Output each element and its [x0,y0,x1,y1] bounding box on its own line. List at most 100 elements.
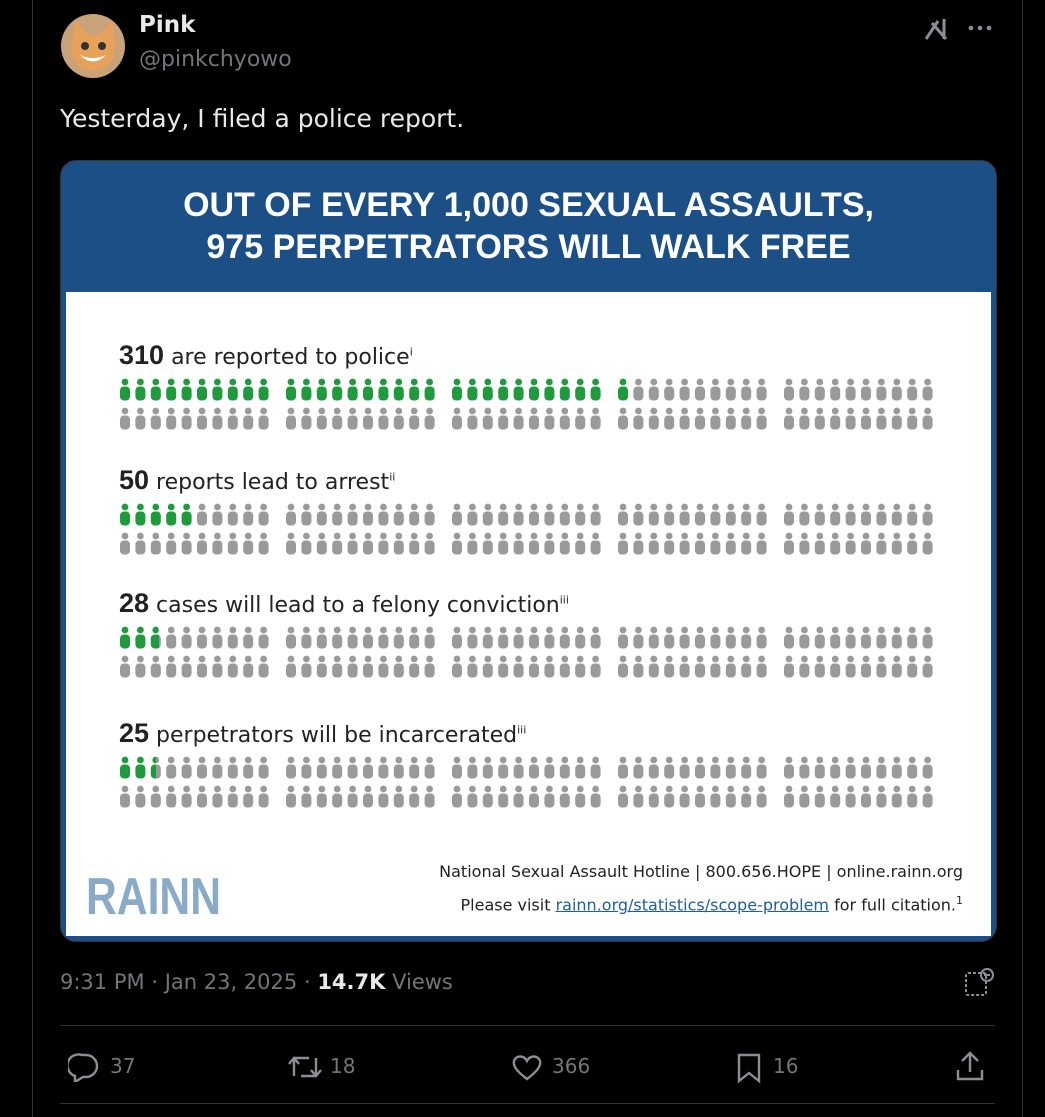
icon-body [227,634,238,649]
icon-head [287,378,295,386]
icon-head [214,626,221,634]
icon-body [393,386,404,401]
icon-body [316,793,327,808]
icon-head [229,626,237,634]
icon-head [137,756,144,764]
icon-head [349,756,356,764]
icon-body [710,793,721,808]
icon-head [333,626,341,634]
person-icon [618,756,628,779]
person-icon [243,756,254,779]
person-icon [452,532,462,555]
person-icon [845,626,856,649]
stat-label: 50 reports lead to arrestii [119,465,395,496]
icon-body [544,540,555,555]
icon-body [347,663,358,678]
person-icon [830,756,841,779]
person-icon [575,626,586,649]
icon-head [924,785,931,793]
analytics-icon[interactable] [964,967,994,997]
icon-body [227,511,238,526]
person-icon [150,785,161,808]
person-icon [301,655,312,678]
link[interactable]: rainn.org/statistics/scope-problem [555,895,830,915]
person-icon [467,785,478,808]
icon-head [561,407,569,415]
icon-body [544,386,555,401]
icon-head [469,503,476,511]
person-icon [347,378,358,401]
person-icon [529,503,539,526]
person-icon [799,626,810,649]
person-icon [741,532,752,555]
icon-body [891,663,902,678]
person-icon [424,532,435,555]
icon-head [515,756,522,764]
person-icon [482,756,493,779]
person-icon [409,756,420,779]
icon-head [712,785,719,793]
icon-head [229,532,237,540]
person-icon [409,626,420,649]
icon-body [135,386,146,401]
icon-head [364,378,372,386]
icon-body [498,663,509,678]
icon-head [380,785,387,793]
icon-body [922,511,933,526]
infographic[interactable]: OUT OF EVERY 1,000 SEXUAL ASSAULTS, 975 … [60,160,997,942]
author-handle[interactable]: @pinkchyowo [139,47,292,72]
icon-head [712,503,719,511]
person-icon [150,532,161,555]
person-icon [544,756,555,779]
person-icon [452,407,462,430]
icon-head [665,626,673,634]
person-icon [907,655,918,678]
icon-body [559,415,570,430]
reply-icon[interactable] [68,1052,100,1082]
more-icon[interactable] [968,24,992,32]
icon-head [499,378,507,386]
icon-body [135,415,146,430]
icon-body [529,415,539,430]
icon-head [364,756,372,764]
icon-body [695,663,705,678]
bookmark-icon[interactable] [736,1052,762,1084]
share-icon[interactable] [955,1050,985,1082]
person-icon [513,785,524,808]
person-icon [679,655,690,678]
person-icon [891,532,902,555]
person-icon [559,655,570,678]
icon-body [618,386,628,401]
avatar[interactable] [60,13,126,79]
person-icon [243,378,254,401]
like-icon[interactable] [511,1053,543,1081]
person-icon [424,503,435,526]
person-icon [845,503,856,526]
time[interactable]: 9:31 PM [60,970,145,994]
icon-head [453,532,461,540]
icon-body [286,540,296,555]
icon-body [830,793,841,808]
icon-body [227,793,238,808]
person-icon [861,626,871,649]
person-icon [529,785,539,808]
person-icon [922,626,933,649]
author-name[interactable]: Pink [139,12,196,38]
grok-icon[interactable] [922,15,950,43]
icon-body [756,663,767,678]
date[interactable]: Jan 23, 2025 [164,970,298,994]
icon-body [409,386,420,401]
icon-body [876,764,887,779]
icon-body [544,634,555,649]
icon-body [332,764,343,779]
person-icon [452,756,462,779]
icon-head [785,626,793,634]
icon-body [922,415,933,430]
icon-body [861,540,871,555]
person-icon [166,756,177,779]
icon-head [287,756,295,764]
repost-icon[interactable] [287,1054,323,1080]
person-icon [799,407,810,430]
person-icon [181,626,192,649]
person-icon [756,756,767,779]
